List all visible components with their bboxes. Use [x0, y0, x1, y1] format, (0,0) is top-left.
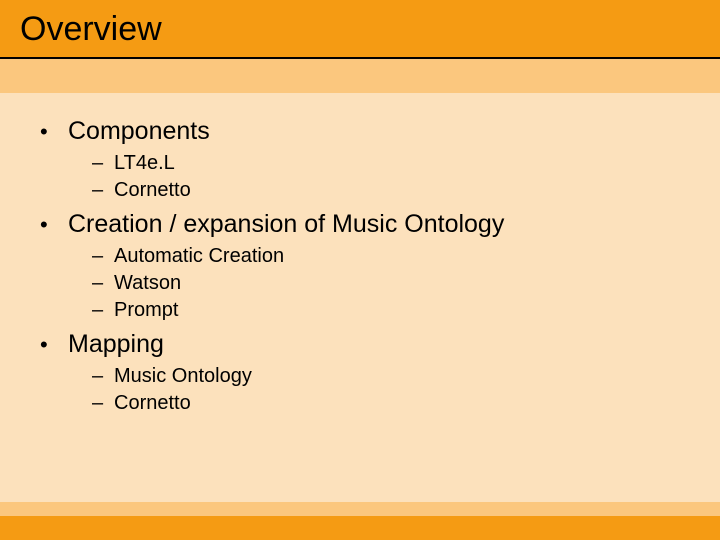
bullet-marker: • — [40, 212, 68, 238]
footer-block — [0, 502, 720, 540]
bullet-item: • Mapping — [40, 330, 680, 359]
subbullet-item: – Automatic Creation — [92, 245, 680, 268]
footer-band — [0, 502, 720, 516]
subbullet-item: – Watson — [92, 272, 680, 295]
dash-marker: – — [92, 299, 114, 322]
subbullet-text: Music Ontology — [114, 365, 252, 388]
dash-marker: – — [92, 245, 114, 268]
bullet-text: Mapping — [68, 330, 164, 359]
slide-title: Overview — [20, 10, 700, 49]
header-band — [0, 59, 720, 93]
subbullet-text: Watson — [114, 272, 181, 295]
header-block: Overview — [0, 0, 720, 93]
footer-main — [0, 516, 720, 540]
subbullet-item: – Cornetto — [92, 179, 680, 202]
bullet-item: • Creation / expansion of Music Ontology — [40, 210, 680, 239]
dash-marker: – — [92, 272, 114, 295]
bullet-marker: • — [40, 332, 68, 358]
subbullet-text: Cornetto — [114, 179, 191, 202]
bullet-marker: • — [40, 119, 68, 145]
bullet-item: • Components — [40, 117, 680, 146]
dash-marker: – — [92, 179, 114, 202]
sublist: – LT4e.L – Cornetto — [92, 152, 680, 202]
bullet-text: Components — [68, 117, 210, 146]
subbullet-item: – Music Ontology — [92, 365, 680, 388]
dash-marker: – — [92, 392, 114, 415]
subbullet-text: Prompt — [114, 299, 178, 322]
subbullet-item: – LT4e.L — [92, 152, 680, 175]
sublist: – Automatic Creation – Watson – Prompt — [92, 245, 680, 322]
bullet-text: Creation / expansion of Music Ontology — [68, 210, 504, 239]
subbullet-text: LT4e.L — [114, 152, 175, 175]
subbullet-item: – Prompt — [92, 299, 680, 322]
sublist: – Music Ontology – Cornetto — [92, 365, 680, 415]
header-main: Overview — [0, 0, 720, 59]
subbullet-text: Automatic Creation — [114, 245, 284, 268]
content-area: • Components – LT4e.L – Cornetto • Creat… — [0, 93, 720, 415]
subbullet-text: Cornetto — [114, 392, 191, 415]
subbullet-item: – Cornetto — [92, 392, 680, 415]
dash-marker: – — [92, 365, 114, 388]
dash-marker: – — [92, 152, 114, 175]
